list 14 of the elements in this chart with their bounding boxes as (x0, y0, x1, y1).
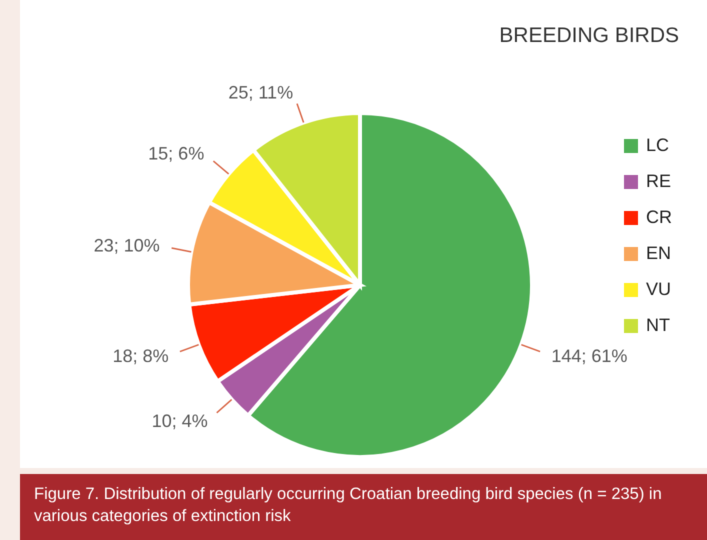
legend-label: RE (646, 171, 672, 191)
data-label: 15; 6% (148, 143, 204, 164)
legend-label: EN (646, 243, 672, 263)
data-label: 25; 11% (228, 82, 294, 102)
data-label: 144; 61% (551, 346, 628, 366)
legend-label: NT (646, 315, 670, 335)
data-label: 10; 4% (152, 410, 208, 431)
data-label: 23; 10% (94, 236, 160, 256)
legend-label: LC (646, 135, 670, 155)
caption: Figure 7. Distribution of regularly occurring Croatian breeding bird species (n = 235) in various categories of extinction risk (34, 484, 663, 527)
data-label: 18; 8% (112, 346, 169, 366)
chart-title: BREEDING BIRDS (499, 24, 679, 48)
legend-label: CR (646, 207, 672, 227)
legend-label: VU (646, 279, 672, 299)
